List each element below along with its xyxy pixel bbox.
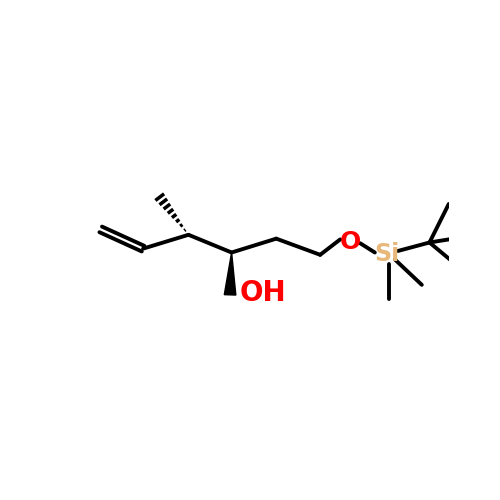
- Text: Si: Si: [374, 242, 400, 266]
- Text: O: O: [340, 230, 361, 254]
- Text: OH: OH: [240, 278, 286, 306]
- Polygon shape: [224, 252, 236, 295]
